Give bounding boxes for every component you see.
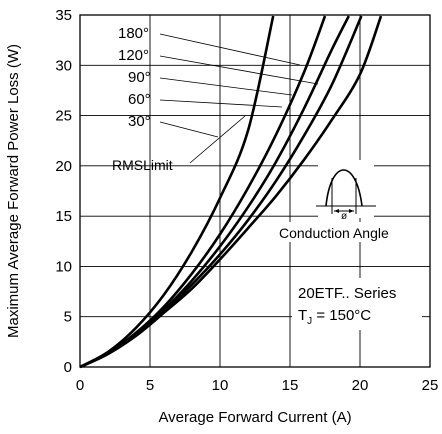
curve-label-leader <box>159 99 283 108</box>
y-tick-label: 35 <box>55 7 72 24</box>
inset-background <box>318 160 374 218</box>
conduction-angle-inset: ø Conduction Angle <box>274 160 426 242</box>
annotation-series: 20ETF.. Series <box>298 285 396 302</box>
curve-label: 90° <box>128 69 151 86</box>
x-tick-label: 0 <box>76 377 84 394</box>
annotation-temperature: TJ = 150°C <box>298 307 371 327</box>
curve-label-leader <box>159 33 301 66</box>
y-tick-label: 15 <box>55 208 72 225</box>
curve-label-leader <box>159 77 293 96</box>
curve-label: 180° <box>118 25 149 42</box>
rms-limit-leader <box>189 115 246 164</box>
inset-label: Conduction Angle <box>279 225 389 241</box>
x-axis-title: Average Forward Current (A) <box>158 409 351 426</box>
annotation-temperature-subscript: J <box>307 316 312 327</box>
x-axis-ticks: 0 5 10 15 20 25 <box>76 377 439 394</box>
x-tick-label: 5 <box>146 377 154 394</box>
inset-label-background <box>274 222 426 242</box>
plot-frame <box>79 14 431 368</box>
curve-label: 120° <box>118 47 149 64</box>
curve-label-leaders <box>159 33 319 138</box>
y-tick-label: 25 <box>55 108 72 125</box>
rms-limit-label: RMSLimit <box>112 157 173 173</box>
y-axis-title: Maximum Average Forward Power Loss (W) <box>5 44 22 338</box>
curve-30deg <box>79 15 275 369</box>
y-tick-label: 10 <box>55 258 72 275</box>
x-tick-label: 20 <box>352 377 369 394</box>
annotation-temperature-value: = 150°C <box>312 307 371 324</box>
curve-label: 30° <box>128 113 151 130</box>
y-tick-label: 20 <box>55 158 72 175</box>
annotation-background <box>292 278 422 330</box>
y-axis-ticks: 0 5 10 15 20 25 30 35 <box>55 7 72 376</box>
y-tick-label: 30 <box>55 57 72 74</box>
curve-label-leader <box>159 121 219 138</box>
curves <box>79 15 383 369</box>
y-tick-label: 0 <box>64 359 72 376</box>
x-tick-label: 10 <box>212 377 229 394</box>
inset-angle-symbol: ø <box>341 211 347 222</box>
x-tick-label: 25 <box>422 377 439 394</box>
curve-60deg <box>79 15 327 369</box>
inset-arrowhead-left <box>334 209 339 213</box>
inset-sine-lobe <box>325 169 363 207</box>
curve-labels: 180° 120° 90° 60° 30° <box>118 25 151 130</box>
y-tick-label: 5 <box>64 309 72 326</box>
x-tick-label: 15 <box>282 377 299 394</box>
curve-label: 60° <box>128 91 151 108</box>
inset-arrowhead-right <box>349 209 354 213</box>
curve-label-leader <box>159 55 319 85</box>
